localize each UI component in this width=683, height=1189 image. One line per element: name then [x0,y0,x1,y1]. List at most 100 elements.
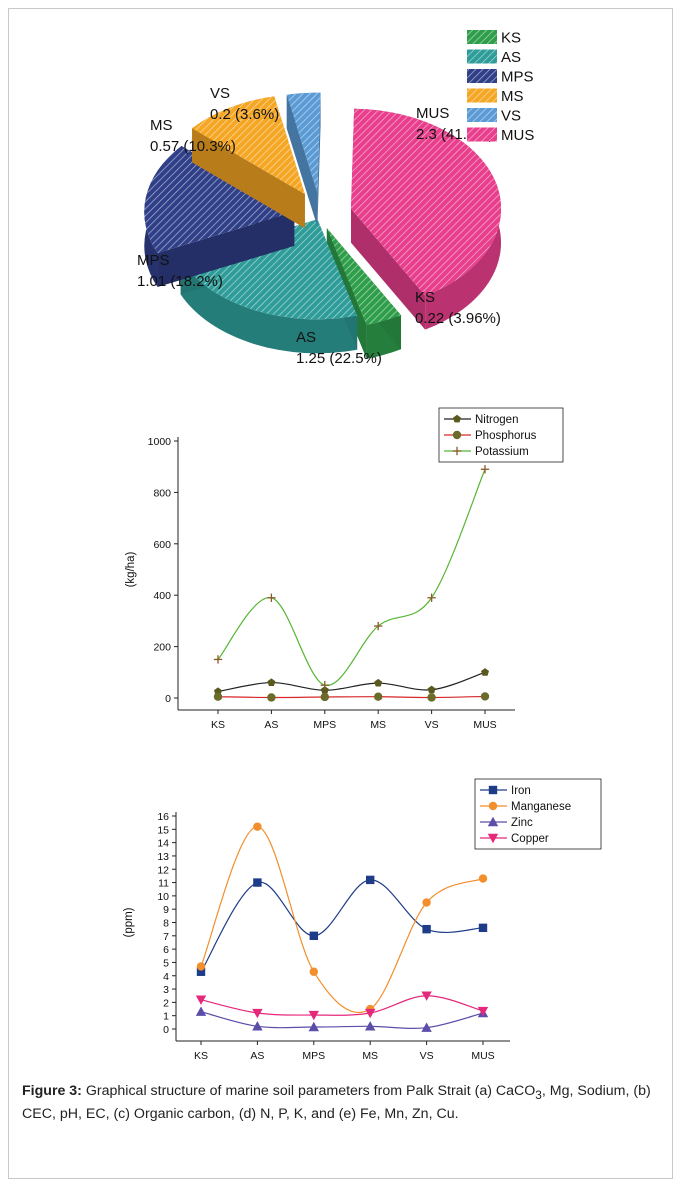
x-tick-label: KS [211,719,225,731]
legend-label: Potassium [475,446,529,458]
y-axis-label: (ppm) [123,907,135,937]
legend-marker [452,446,462,456]
series-line [217,469,486,686]
pie-label-as: AS 1.25 (22.5%) [296,329,382,367]
data-point [320,680,329,690]
data-point [427,685,436,694]
pie-label-name: MPS [137,252,170,269]
legend-label: MS [501,88,524,105]
pie-label-value: 0.2 (3.6%) [210,106,279,123]
data-point [252,1008,263,1019]
y-tick-label: 400 [153,590,171,602]
figure-caption: Figure 3: Graphical structure of marine … [22,1082,662,1124]
data-point [366,875,375,885]
data-point [196,967,206,976]
data-point [253,822,262,831]
y-tick-label: 1 [163,1011,169,1023]
data-point [480,692,490,701]
data-point [195,995,207,1005]
y-tick-label: 4 [163,971,169,983]
legend-label: Nitrogen [475,414,518,426]
legend-marker [487,816,499,827]
data-point [365,1008,376,1019]
x-tick-label: MPS [302,1050,325,1062]
legend-item-copper: Copper [480,833,549,845]
data-point [374,678,383,687]
y-tick-label: 5 [163,957,169,969]
pie-legend-item-mps: MPS [467,69,534,86]
x-tick-label: VS [425,719,439,731]
caption-text-1: Graphical structure of marine soil param… [85,1083,536,1099]
data-point [427,593,436,602]
pie-legend-item-vs: VS [467,108,521,125]
legend-label: Manganese [511,801,571,813]
pie-legend-item-ks: KS [467,30,521,47]
data-point [252,1021,263,1031]
y-tick-label: 600 [153,539,171,551]
legend-label: MPS [501,69,534,86]
pie-legend-item-mus: MUS [467,127,534,144]
data-point [421,1022,432,1032]
y-tick-label: 2 [163,997,169,1009]
series-zinc [195,1006,489,1032]
x-tick-label: MUS [473,719,496,731]
series-phosphorus [213,692,490,702]
pie-chart: KS 0.22 (3.96%) AS 1.25 (22.5%) MPS 1.01 (18.… [137,30,534,368]
legend-item-nitrogen: Nitrogen [444,414,518,426]
legend-marker [453,414,461,423]
series-line [200,1011,484,1030]
series-copper [195,991,489,1021]
pie-label-value: 1.01 (18.2%) [137,273,223,290]
y-tick-label: 6 [163,944,169,956]
series-line [200,879,484,973]
data-point [480,465,490,474]
pie-label-value: 1.25 (22.5%) [296,350,382,367]
series-line [217,695,486,699]
y-tick-label: 8 [163,918,169,930]
x-tick-label: MS [362,1050,378,1062]
pie-label-mps: MPS 1.01 (18.2%) [137,252,223,290]
data-point [421,991,432,1001]
series-line [200,826,484,1014]
pie-legend: KS AS MPS MS VS MUS [467,30,534,144]
y-tick-label: 800 [153,487,171,499]
y-tick-label: 9 [163,904,169,916]
y-tick-label: 12 [157,864,169,876]
data-point [320,692,329,702]
data-point [374,621,383,631]
legend-label: Copper [511,833,549,845]
data-point [422,924,431,934]
x-tick-label: AS [250,1050,264,1062]
data-point [478,923,488,933]
figure-frame [8,8,673,1179]
series-line [217,671,486,693]
pie-label-value: 0.22 (3.96%) [415,310,501,327]
figure-charts: KS 0.22 (3.96%) AS 1.25 (22.5%) MPS 1.01 (18.… [123,30,602,1062]
data-point [253,878,262,887]
y-tick-label: 10 [157,891,169,903]
series-line [200,995,484,1016]
data-point [422,898,431,907]
data-point [374,692,383,701]
data-point [267,693,276,702]
legend-marker [487,833,499,844]
pie-label-name: VS [210,85,230,102]
series-manganese [196,822,488,1014]
pie-label-name: MS [150,117,173,134]
y-tick-label: 1000 [148,436,172,448]
x-tick-label: AS [264,719,278,731]
legend-marker [488,801,498,811]
series-nitrogen [214,668,489,695]
legend-label: Phosphorus [475,430,537,442]
data-point [320,686,329,694]
legend-item-manganese: Manganese [480,801,571,813]
pie-label-name: AS [296,329,316,346]
series-potassium [213,465,490,690]
legend-label: Iron [511,785,531,797]
data-point [213,655,223,664]
legend: Nitrogen Phosphorus Potassium [438,407,564,463]
legend-label: VS [501,108,521,125]
caption-subscript: 3 [535,1087,542,1102]
pie-label-ks: KS 0.22 (3.96%) [415,289,501,327]
